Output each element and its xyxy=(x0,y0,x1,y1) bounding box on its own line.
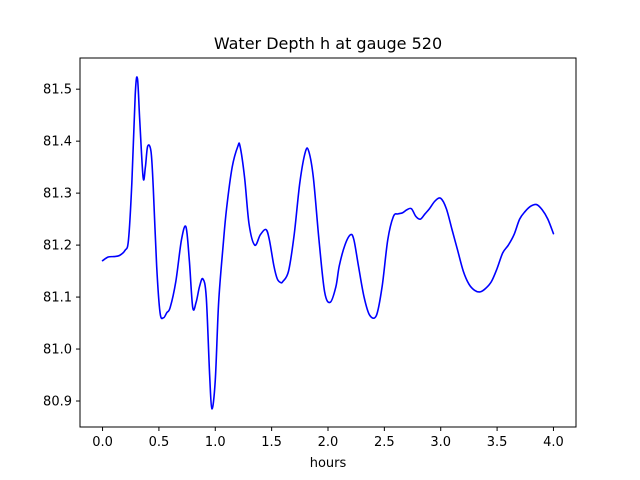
y-tick-label: 81.2 xyxy=(43,239,72,254)
x-tick-label: 3.0 xyxy=(430,435,451,450)
y-tick-label: 81.0 xyxy=(43,343,72,358)
y-tick-label: 81.3 xyxy=(43,187,72,202)
y-tick-label: 81.1 xyxy=(43,291,72,306)
x-tick-label: 3.5 xyxy=(487,435,508,450)
x-tick-label: 0.5 xyxy=(149,435,170,450)
x-axis-ticks: 0.0 0.5 1.0 1.5 2.0 2.5 3.0 3.5 4.0 xyxy=(92,427,564,450)
series-line-0 xyxy=(101,76,555,410)
chart-title: Water Depth h at gauge 520 xyxy=(214,34,442,53)
y-tick-label: 81.4 xyxy=(43,135,72,150)
x-tick-label: 4.0 xyxy=(543,435,564,450)
x-tick-label: 0.0 xyxy=(92,435,113,450)
x-axis-label: hours xyxy=(310,456,347,471)
series-layer xyxy=(101,76,555,410)
plot-frame xyxy=(79,57,577,428)
x-tick-label: 1.5 xyxy=(261,435,282,450)
y-tick-label: 81.5 xyxy=(43,83,72,98)
x-tick-label: 2.5 xyxy=(374,435,395,450)
y-tick-label: 80.9 xyxy=(43,395,72,410)
y-axis-ticks: 80.9 81.0 81.1 81.2 81.3 81.4 81.5 xyxy=(43,83,80,410)
x-tick-label: 1.0 xyxy=(205,435,226,450)
x-tick-label: 2.0 xyxy=(318,435,339,450)
